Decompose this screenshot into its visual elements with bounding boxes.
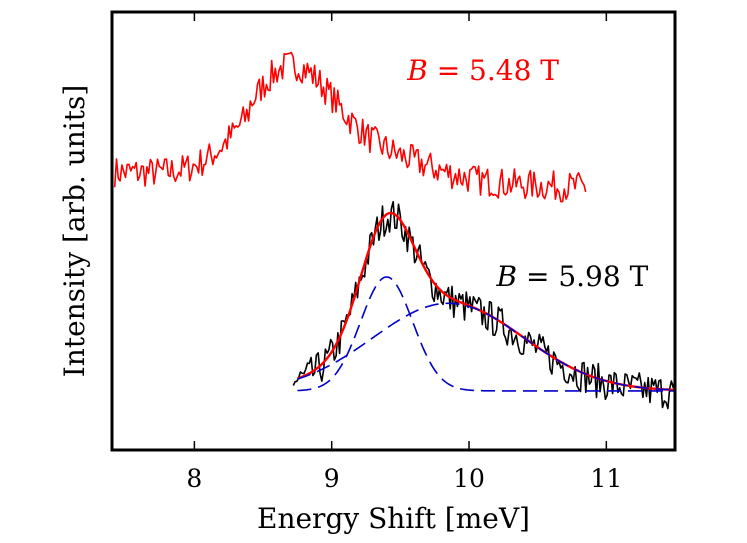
series-layer bbox=[113, 51, 675, 410]
plot-frame bbox=[110, 10, 677, 452]
field-symbol: B bbox=[495, 260, 517, 293]
fit-component-3 bbox=[297, 276, 675, 392]
fit-curve bbox=[296, 211, 675, 392]
data-trace-0 bbox=[113, 51, 587, 203]
x-tick-label: 8 bbox=[186, 464, 202, 493]
field-annotation-1: B = 5.98 T bbox=[495, 260, 648, 293]
field-annotation-0: B = 5.48 T bbox=[406, 54, 559, 87]
field-value: = 5.48 T bbox=[428, 54, 560, 87]
x-tick-label: 10 bbox=[453, 464, 485, 493]
fit-component-4 bbox=[297, 302, 675, 391]
x-axis-label: Energy Shift [meV] bbox=[257, 502, 530, 535]
x-axis: 8 9 10 11 bbox=[186, 12, 622, 493]
y-axis-label: Intensity [arb. units] bbox=[58, 85, 91, 378]
annotations: B = 5.48 TB = 5.98 T bbox=[406, 54, 648, 293]
data-trace-1 bbox=[292, 200, 675, 410]
field-value: = 5.98 T bbox=[517, 260, 649, 293]
x-tick-label: 11 bbox=[590, 464, 622, 493]
field-symbol: B bbox=[406, 54, 428, 87]
x-tick-label: 9 bbox=[324, 464, 340, 493]
